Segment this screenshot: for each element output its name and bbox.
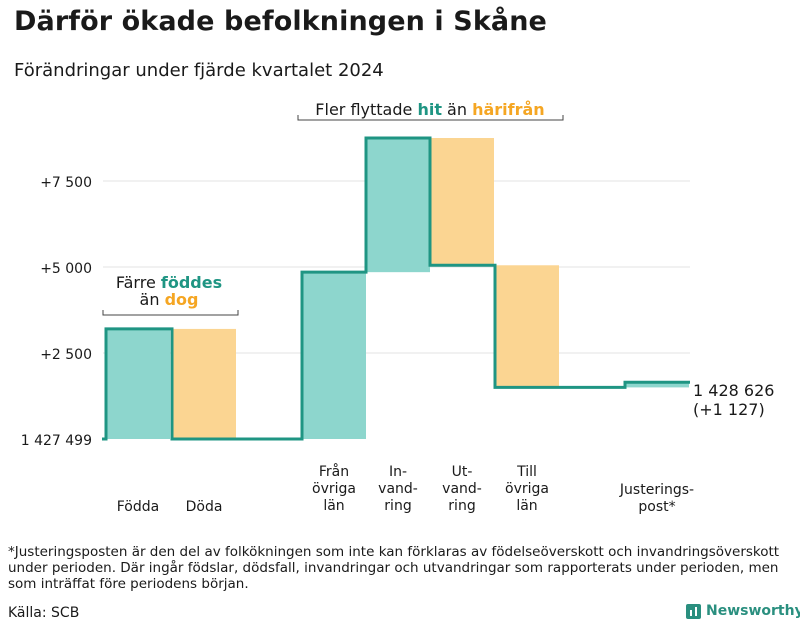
waterfall-bar bbox=[366, 138, 430, 273]
y-tick-label: 1 427 499 bbox=[21, 433, 92, 449]
x-category-label: övriga bbox=[312, 481, 356, 497]
x-category-label: Ut- bbox=[452, 464, 473, 480]
annotation-births-deaths-part: än bbox=[140, 290, 165, 309]
waterfall-bar bbox=[106, 328, 170, 439]
x-category-label: vand- bbox=[378, 481, 418, 497]
annotation-births-deaths: Färre föddes bbox=[116, 273, 222, 292]
newsworthy-logo-icon bbox=[686, 603, 701, 619]
brand-logo[interactable]: Newsworthy bbox=[686, 603, 800, 619]
annotation-births-deaths: än dog bbox=[140, 290, 199, 309]
annotation-migration: Fler flyttade hit än härifrån bbox=[315, 100, 544, 119]
chart-subtitle: Förändringar under fjärde kvartalet 2024 bbox=[14, 60, 384, 81]
x-category-label: post* bbox=[638, 499, 675, 515]
annotation-migration-part: härifrån bbox=[472, 100, 545, 119]
waterfall-bar bbox=[172, 328, 236, 439]
brand-name: Newsworthy bbox=[706, 603, 800, 619]
annotation-migration-part: hit bbox=[417, 100, 442, 119]
x-category-label: ring bbox=[384, 498, 411, 514]
x-category-label: övriga bbox=[505, 481, 549, 497]
waterfall-bar bbox=[302, 272, 366, 439]
annotation-bracket bbox=[297, 115, 564, 121]
x-category-label: Från bbox=[319, 463, 349, 480]
x-category-label: Döda bbox=[186, 499, 223, 515]
annotation-bracket bbox=[102, 310, 239, 316]
y-tick-label: +7 500 bbox=[40, 175, 92, 191]
end-value-label: (+1 127) bbox=[693, 400, 765, 419]
x-category-label: Justerings- bbox=[619, 482, 694, 498]
annotation-migration-part: än bbox=[442, 100, 472, 119]
x-category-label: Födda bbox=[117, 499, 159, 515]
x-category-label: vand- bbox=[442, 481, 482, 497]
waterfall-bar bbox=[625, 382, 689, 388]
x-category-label: ring bbox=[448, 498, 475, 514]
page-title: Därför ökade befolkningen i Skåne bbox=[14, 6, 547, 37]
x-category-label: län bbox=[323, 498, 344, 514]
annotation-migration-part: Fler flyttade bbox=[315, 100, 417, 119]
waterfall-chart: 1 427 499 +2 500 +5 000 +7 500 Födda Döda Från… bbox=[21, 100, 775, 515]
annotation-births-deaths-part: Färre bbox=[116, 273, 161, 292]
y-tick-label: +5 000 bbox=[40, 261, 92, 277]
y-tick-label: +2 500 bbox=[40, 347, 92, 363]
source-label: Källa: SCB bbox=[8, 605, 80, 621]
x-category-label: län bbox=[516, 498, 537, 514]
waterfall-bar bbox=[495, 265, 559, 388]
annotation-births-deaths-part: dog bbox=[165, 290, 199, 309]
end-value-label: 1 428 626 bbox=[693, 381, 774, 400]
footnote: *Justeringsposten är den del av folkökni… bbox=[8, 544, 780, 592]
waterfall-bar bbox=[430, 138, 494, 266]
cumulative-step-line bbox=[102, 136, 690, 441]
x-category-label: Till bbox=[516, 464, 537, 480]
annotation-births-deaths-part: föddes bbox=[161, 273, 222, 292]
x-category-label: In- bbox=[389, 464, 407, 480]
